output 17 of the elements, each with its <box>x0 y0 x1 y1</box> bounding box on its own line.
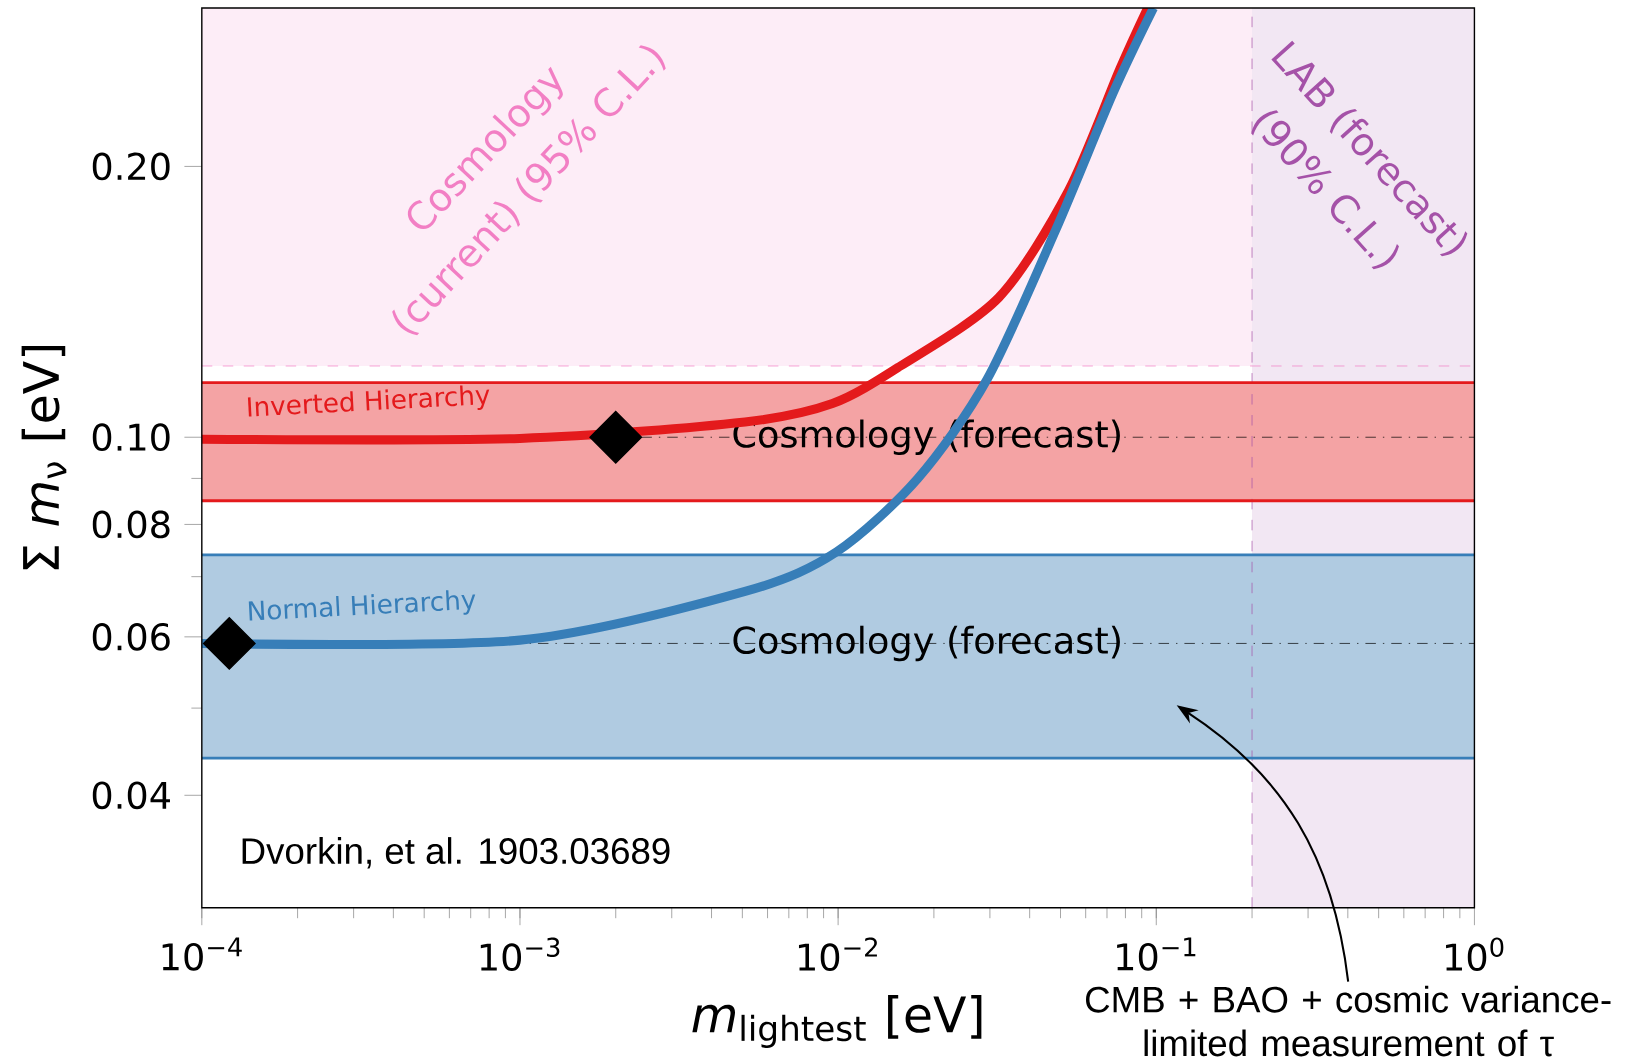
x-tick-label: 10$^{−1}$ <box>1117 937 1196 971</box>
annotation: Dvorkin, et al. 1903.03689 <box>242 837 670 869</box>
y-tick-label: 0.04 <box>92 781 170 810</box>
y-tick-label: 0.06 <box>92 623 170 651</box>
x-axis-title: m$_{lightest}$ [eV] <box>692 995 982 1049</box>
y-tick-label: 0.20 <box>92 152 170 181</box>
series-label: Inverted Hierarchy <box>247 385 490 417</box>
x-tick-label: 10$^{−3}$ <box>480 937 560 972</box>
ref-line-label: Cosmology (forecast) <box>733 625 1120 662</box>
x-tick-label: 10$^{0}$ <box>1446 937 1504 972</box>
series-label: Normal Hierarchy <box>248 590 476 621</box>
y-axis-title: Σ m$_{ν}$ [eV] <box>21 345 67 570</box>
x-tick-label: 10$^{−2}$ <box>798 937 877 972</box>
y-tick-label: 0.10 <box>92 423 170 452</box>
y-tick-label: 0.08 <box>92 510 170 539</box>
x-tick-label: 10$^{−4}$ <box>162 937 242 971</box>
text: CMB + BAO + cosmic variance-limited measurement of τ <box>1086 985 1611 1057</box>
